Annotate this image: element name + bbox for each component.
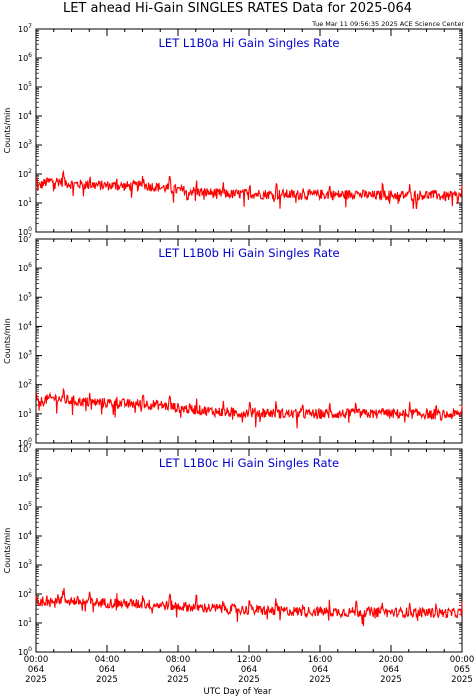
y-tick-label: 103 (18, 139, 32, 150)
x-tick-label-time: 00:00 (450, 655, 475, 665)
panel-title: LET L1B0b Hi Gain Singles Rate (158, 246, 339, 260)
y-tick-label: 107 (18, 233, 32, 244)
y-tick-label: 107 (18, 23, 32, 34)
x-tick-label-time: 12:00 (237, 655, 262, 665)
page-title: LET ahead Hi-Gain SINGLES RATES Data for… (62, 1, 413, 16)
series-line (35, 169, 463, 209)
y-tick-label: 107 (18, 443, 32, 454)
y-tick-label: 105 (18, 501, 32, 512)
y-tick-label: 102 (18, 379, 32, 390)
y-tick-label: 100 (18, 437, 32, 448)
x-tick-label-year: 2025 (96, 675, 118, 685)
y-axis-label: Counts/min (3, 318, 12, 364)
y-tick-label: 106 (18, 262, 32, 273)
x-tick-label-day: 064 (241, 665, 257, 675)
y-tick-label: 101 (18, 197, 32, 208)
y-tick-label: 105 (18, 291, 32, 302)
x-tick-label-time: 00:00 (24, 655, 49, 665)
series-line (35, 587, 463, 627)
x-tick-label-year: 2025 (238, 675, 260, 685)
y-tick-label: 100 (18, 646, 32, 657)
x-tick-label-year: 2025 (380, 675, 402, 685)
series-line (35, 387, 463, 429)
x-tick-label-time: 04:00 (95, 655, 120, 665)
x-axis-label: UTC Day of Year (203, 687, 272, 697)
timestamp: Tue Mar 11 09:56:35 2025 ACE Science Cen… (312, 20, 464, 28)
plot-frame (35, 448, 463, 653)
y-tick-label: 103 (18, 559, 32, 570)
x-tick-label-day: 064 (312, 665, 328, 675)
y-tick-label: 102 (18, 588, 32, 599)
y-tick-label: 104 (18, 110, 32, 121)
y-tick-label: 103 (18, 350, 32, 361)
x-tick-label-day: 064 (28, 665, 44, 675)
y-tick-label: 102 (18, 168, 32, 179)
x-tick-label-year: 2025 (25, 675, 47, 685)
panel-title: LET L1B0a Hi Gain Singles Rate (159, 36, 340, 50)
y-tick-label: 101 (18, 408, 32, 419)
x-tick-label-day: 064 (99, 665, 115, 675)
x-tick-label-time: 08:00 (166, 655, 191, 665)
y-tick-label: 106 (18, 52, 32, 63)
x-tick-label-time: 16:00 (308, 655, 333, 665)
y-tick-label: 104 (18, 530, 32, 541)
y-tick-label: 101 (18, 617, 32, 628)
x-tick-label-year: 2025 (451, 675, 473, 685)
x-tick-label-year: 2025 (167, 675, 189, 685)
x-tick-label-time: 20:00 (379, 655, 404, 665)
x-tick-label-day: 064 (383, 665, 399, 675)
x-tick-label-day: 065 (454, 665, 470, 675)
panel-title: LET L1B0c Hi Gain Singles Rate (159, 456, 339, 470)
y-tick-label: 104 (18, 320, 32, 331)
y-axis-label: Counts/min (3, 528, 12, 574)
y-tick-label: 100 (18, 226, 32, 237)
y-axis-label: Counts/min (3, 108, 12, 154)
y-tick-label: 106 (18, 472, 32, 483)
x-tick-label-year: 2025 (309, 675, 331, 685)
y-tick-label: 105 (18, 81, 32, 92)
x-tick-label-day: 064 (170, 665, 186, 675)
